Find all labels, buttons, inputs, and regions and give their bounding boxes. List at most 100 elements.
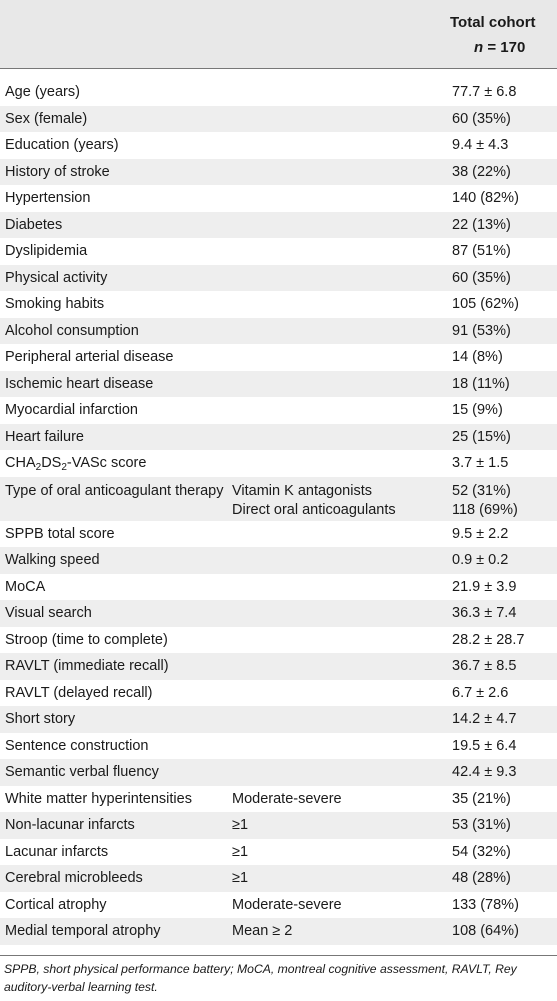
- row-label: Dyslipidemia: [5, 243, 88, 259]
- row-label: Visual search: [5, 605, 92, 621]
- row-subgroup: ≥1: [232, 870, 249, 886]
- row-value: 14 (8%): [452, 349, 503, 365]
- table-body: Age (years) 77.7 ± 6.8 Sex (female) 60 (35%…: [0, 79, 557, 945]
- row-label: Cortical atrophy: [5, 896, 107, 913]
- row-value: 91 (53%): [452, 322, 511, 339]
- row-value: 53 (31%): [452, 817, 511, 833]
- row-subgroup-line: Vitamin K antagonists: [232, 482, 372, 499]
- table-row: Cerebral microbleeds ≥1 48 (28%): [0, 865, 557, 892]
- row-label: Alcohol consumption: [5, 322, 139, 339]
- row-value: 21.9 ± 3.9: [452, 578, 517, 595]
- row-value: 87 (51%): [452, 243, 511, 259]
- row-value: 105 (62%): [452, 296, 519, 312]
- row-value: 19.5 ± 6.4: [452, 737, 517, 754]
- row-label: CHA2DS2-VASc score: [5, 455, 147, 473]
- header-n: n = 170: [474, 39, 525, 56]
- table-row: Education (years) 9.4 ± 4.3: [0, 132, 557, 159]
- row-label: Type of oral anticoagulant therapy: [5, 482, 224, 499]
- table-footnote: SPPB, short physical performance battery…: [4, 962, 517, 994]
- table-row: Alcohol consumption 91 (53%): [0, 317, 557, 344]
- table-row: RAVLT (immediate recall) 36.7 ± 8.5: [0, 653, 557, 680]
- table-row: Dyslipidemia 87 (51%): [0, 238, 557, 265]
- table-row: Short story 14.2 ± 4.7: [0, 706, 557, 733]
- header-total-cohort: Total cohort: [450, 14, 536, 31]
- row-subgroup: Vitamin K antagonists Direct oral anticoa…: [232, 482, 396, 520]
- row-label: History of stroke: [5, 163, 110, 180]
- row-value: 22 (13%): [452, 216, 511, 233]
- header-n-label: n: [474, 39, 484, 56]
- row-value: 35 (21%): [452, 790, 511, 807]
- row-label: Stroop (time to complete): [5, 631, 168, 648]
- row-label: Education (years): [5, 137, 119, 153]
- row-value: 6.7 ± 2.6: [452, 684, 509, 701]
- row-value: 42.4 ± 9.3: [452, 764, 517, 780]
- table-row: Peripheral arterial disease 14 (8%): [0, 344, 557, 371]
- row-value: 18 (11%): [452, 375, 510, 392]
- row-value-line: 52 (31%): [452, 482, 511, 499]
- row-value: 15 (9%): [452, 402, 503, 418]
- row-value: 9.4 ± 4.3: [452, 137, 509, 153]
- table-row: SPPB total score 9.5 ± 2.2: [0, 521, 557, 548]
- row-label: Walking speed: [5, 552, 100, 568]
- table-row: Sentence construction 19.5 ± 6.4: [0, 733, 557, 760]
- row-value: 52 (31%) 118 (69%): [452, 482, 518, 520]
- row-label: Sentence construction: [5, 737, 149, 754]
- row-value: 25 (15%): [452, 428, 511, 445]
- row-label: Smoking habits: [5, 296, 105, 312]
- row-value: 48 (28%): [452, 870, 511, 886]
- table-row: Myocardial infarction 15 (9%): [0, 397, 557, 424]
- table-row: History of stroke 38 (22%): [0, 158, 557, 185]
- table-row: Non-lacunar infarcts ≥1 53 (31%): [0, 812, 557, 839]
- row-subgroup: Moderate-severe: [232, 896, 342, 913]
- table-header: Total cohort n = 170: [0, 0, 557, 68]
- table-row: Type of oral anticoagulant therapy Vitami…: [0, 476, 557, 521]
- row-label: Diabetes: [5, 216, 63, 233]
- row-value: 36.7 ± 8.5: [452, 658, 517, 674]
- header-n-value: = 170: [487, 39, 526, 56]
- table-row: White matter hyperintensities Moderate-se…: [0, 786, 557, 813]
- table-row: Age (years) 77.7 ± 6.8: [0, 79, 557, 106]
- table-row: Hypertension 140 (82%): [0, 185, 557, 212]
- table-row: Cortical atrophy Moderate-severe 133 (78%): [0, 892, 557, 919]
- row-value: 3.7 ± 1.5: [452, 455, 509, 471]
- row-label: RAVLT (delayed recall): [5, 684, 153, 701]
- table-row: Physical activity 60 (35%): [0, 264, 557, 291]
- row-label: Myocardial infarction: [5, 402, 138, 418]
- table-row: Diabetes 22 (13%): [0, 211, 557, 238]
- row-label: Lacunar infarcts: [5, 843, 109, 860]
- row-label: Heart failure: [5, 428, 84, 445]
- row-label: Non-lacunar infarcts: [5, 817, 135, 833]
- row-value: 140 (82%): [452, 190, 519, 206]
- row-label: SPPB total score: [5, 525, 115, 542]
- row-label: Peripheral arterial disease: [5, 349, 174, 365]
- row-value-line: 118 (69%): [452, 501, 518, 518]
- table-row: Semantic verbal fluency 42.4 ± 9.3: [0, 759, 557, 786]
- row-label: Cerebral microbleeds: [5, 870, 143, 886]
- row-label: Medial temporal atrophy: [5, 923, 161, 939]
- row-value: 0.9 ± 0.2: [452, 552, 509, 568]
- table-row: Walking speed 0.9 ± 0.2: [0, 547, 557, 574]
- row-value: 14.2 ± 4.7: [452, 711, 517, 727]
- table-row: Ischemic heart disease 18 (11%): [0, 370, 557, 397]
- row-value: 77.7 ± 6.8: [452, 84, 517, 100]
- row-value: 54 (32%): [452, 843, 511, 860]
- header-rule: [0, 68, 557, 69]
- table-row: Smoking habits 105 (62%): [0, 291, 557, 318]
- table-row: Visual search 36.3 ± 7.4: [0, 600, 557, 627]
- row-label: Age (years): [5, 84, 80, 100]
- row-label: MoCA: [5, 578, 46, 595]
- row-label: RAVLT (immediate recall): [5, 658, 169, 674]
- row-subgroup: Mean ≥ 2: [232, 923, 293, 939]
- row-value: 36.3 ± 7.4: [452, 605, 517, 621]
- row-subgroup-line: Direct oral anticoagulants: [232, 501, 396, 518]
- row-value: 133 (78%): [452, 896, 519, 913]
- row-value: 38 (22%): [452, 163, 511, 180]
- row-value: 60 (35%): [452, 269, 511, 286]
- table-row: MoCA 21.9 ± 3.9: [0, 574, 557, 601]
- row-value: 60 (35%): [452, 110, 511, 127]
- row-value: 108 (64%): [452, 923, 519, 939]
- row-subgroup: ≥1: [232, 817, 249, 833]
- row-label: Physical activity: [5, 269, 108, 286]
- row-label: Ischemic heart disease: [5, 375, 154, 392]
